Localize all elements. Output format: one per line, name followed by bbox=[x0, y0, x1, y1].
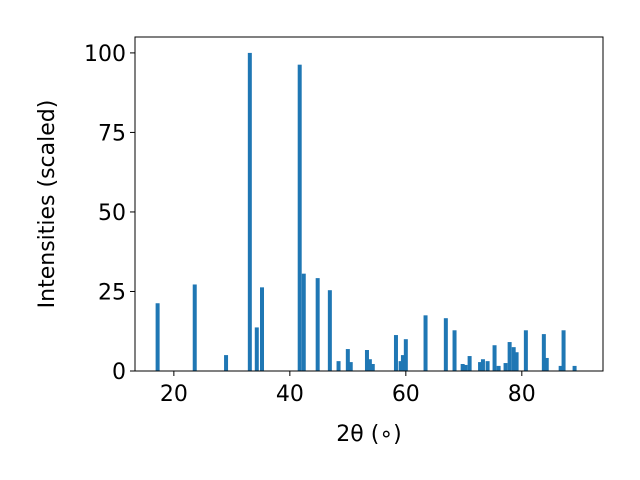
y-tick-label: 50 bbox=[98, 201, 126, 226]
bar bbox=[511, 347, 516, 371]
x-tick-label: 20 bbox=[160, 382, 188, 407]
bar bbox=[572, 365, 577, 371]
bar bbox=[544, 357, 549, 371]
bar bbox=[558, 365, 563, 371]
bar bbox=[496, 365, 501, 371]
bar bbox=[348, 362, 353, 371]
bar bbox=[297, 64, 302, 371]
bar bbox=[460, 364, 465, 371]
bar bbox=[254, 327, 259, 371]
y-tick-label: 100 bbox=[84, 42, 126, 67]
bar bbox=[364, 350, 369, 371]
bar bbox=[485, 361, 490, 371]
bar bbox=[192, 284, 197, 371]
bar bbox=[503, 363, 508, 371]
bar bbox=[478, 362, 483, 371]
y-tick-label: 25 bbox=[98, 280, 126, 305]
bar bbox=[367, 359, 372, 371]
x-tick-label: 40 bbox=[276, 382, 304, 407]
bar bbox=[345, 349, 350, 371]
bar bbox=[443, 318, 448, 371]
bar bbox=[260, 287, 265, 371]
y-tick-label: 75 bbox=[98, 121, 126, 146]
bar bbox=[523, 330, 528, 371]
bar bbox=[247, 52, 252, 372]
bar bbox=[301, 273, 306, 371]
bar bbox=[514, 352, 519, 371]
bar bbox=[370, 364, 375, 371]
y-axis-label: Intensities (scaled) bbox=[35, 100, 60, 309]
bar bbox=[452, 330, 457, 371]
bar bbox=[400, 355, 405, 371]
x-axis-label: 2θ (∘) bbox=[336, 422, 401, 447]
bar bbox=[155, 303, 160, 371]
bar bbox=[403, 339, 408, 371]
bar bbox=[224, 355, 229, 371]
bar bbox=[541, 334, 546, 371]
bar bbox=[315, 278, 320, 371]
y-tick-label: 0 bbox=[112, 360, 126, 385]
bar bbox=[492, 345, 497, 371]
bar bbox=[467, 356, 472, 371]
bar bbox=[507, 342, 512, 371]
plot-frame bbox=[134, 36, 604, 372]
bar bbox=[463, 364, 468, 371]
bar bbox=[398, 361, 403, 371]
x-tick-label: 80 bbox=[508, 382, 536, 407]
x-tick-label: 60 bbox=[392, 382, 420, 407]
bar bbox=[561, 330, 566, 371]
bar bbox=[327, 290, 332, 371]
bar bbox=[423, 315, 428, 371]
bar bbox=[480, 359, 485, 371]
bar bbox=[393, 335, 398, 371]
bar bbox=[336, 361, 341, 371]
